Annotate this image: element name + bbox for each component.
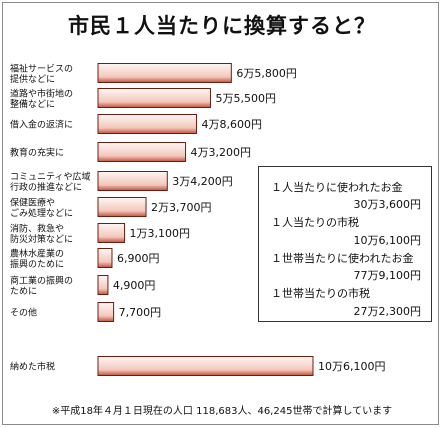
bar bbox=[97, 88, 211, 108]
value-label: 5万5,500円 bbox=[215, 92, 276, 105]
per-capita-summary-box: １人当たりに使われたお金 30万3,600円 １人当たりの市税 10万6,100… bbox=[258, 166, 432, 322]
bar bbox=[97, 142, 187, 162]
category-label: その他 bbox=[10, 307, 37, 319]
category-label: 道路や市街地の bbox=[10, 87, 73, 99]
bar bbox=[97, 197, 147, 217]
bar bbox=[97, 114, 197, 134]
category-label: 福祉サービスの bbox=[10, 62, 73, 74]
summary-value-per-person-spending: 30万3,600円 bbox=[353, 198, 422, 211]
value-label: 6,900円 bbox=[117, 252, 159, 265]
bar bbox=[97, 248, 113, 268]
bar bbox=[97, 223, 126, 243]
value-label: 4万3,200円 bbox=[191, 146, 252, 159]
category-label: ために bbox=[10, 286, 37, 297]
category-label: ごみ処理などに bbox=[10, 207, 73, 219]
category-label: 振興のために bbox=[10, 258, 64, 270]
summary-value-per-household-tax: 27万2,300円 bbox=[353, 305, 422, 318]
bar bbox=[97, 356, 314, 376]
category-label: 行政の推進などに bbox=[10, 181, 82, 193]
category-label: 保健医療や bbox=[10, 196, 55, 208]
category-label: 商工業の振興の bbox=[10, 274, 73, 286]
value-label: 1万3,100円 bbox=[130, 227, 191, 240]
category-label: 借入金の返済に bbox=[10, 119, 73, 131]
chart-title: 市民１人当たりに換算すると？ bbox=[68, 14, 376, 38]
value-label: 6万5,800円 bbox=[236, 67, 297, 80]
summary-value-per-person-tax: 10万6,100円 bbox=[353, 234, 422, 247]
category-label: 消防、救急や bbox=[10, 222, 64, 234]
category-label: 農林水産業の bbox=[10, 247, 64, 259]
summary-label-per-person-spending: １人当たりに使われたお金 bbox=[271, 181, 403, 194]
summary-label-per-household-tax: １世帯当たりの市税 bbox=[271, 287, 370, 300]
category-label: 整備などに bbox=[10, 98, 55, 110]
value-label: 10万6,100円 bbox=[318, 360, 386, 373]
value-label: 3万4,200円 bbox=[172, 175, 233, 188]
value-label: 4万8,600円 bbox=[201, 118, 261, 131]
bar bbox=[97, 275, 109, 295]
value-label: 4,900円 bbox=[113, 279, 156, 292]
footnote: ※平成18年４月１日現在の人口 118,683人、46,245世帯で計算していま… bbox=[51, 406, 393, 417]
category-label: 防災対策などに bbox=[10, 233, 73, 245]
summary-value-per-household-spending: 77万9,100円 bbox=[353, 269, 422, 282]
bar bbox=[97, 302, 115, 322]
bar bbox=[97, 171, 168, 191]
category-label: 提供などに bbox=[10, 73, 55, 85]
summary-label-per-household-spending: １世帯当たりに使われたお金 bbox=[271, 252, 414, 265]
category-label: 納めた市税 bbox=[10, 361, 55, 373]
category-label: コミュニティや広域 bbox=[10, 170, 90, 182]
value-label: 7,700円 bbox=[119, 306, 162, 319]
summary-label-per-person-tax: １人当たりの市税 bbox=[271, 216, 359, 229]
value-label: 2万3,700円 bbox=[151, 201, 212, 214]
category-label: 教育の充実に bbox=[10, 147, 64, 159]
bar bbox=[97, 63, 232, 83]
